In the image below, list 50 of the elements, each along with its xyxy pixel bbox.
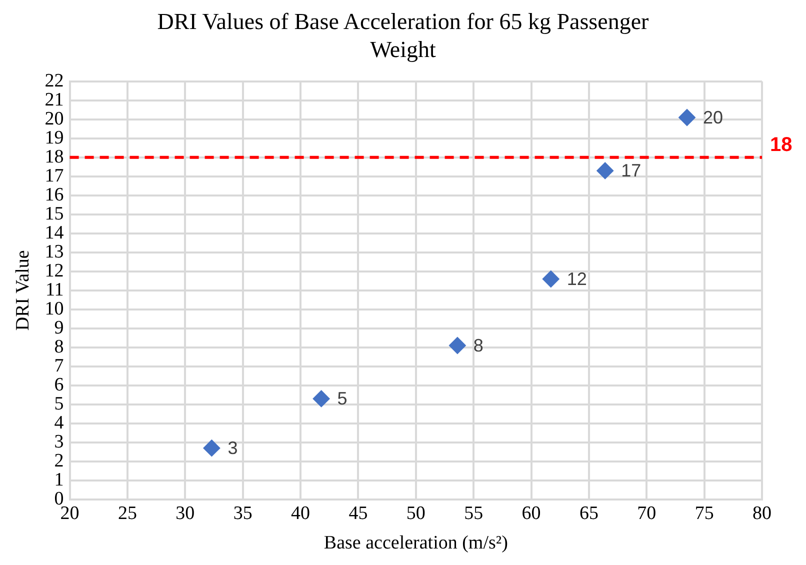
y-tick-label: 3 xyxy=(54,431,64,452)
y-tick-label: 6 xyxy=(54,374,64,396)
y-tick-label: 16 xyxy=(44,184,64,206)
x-tick-label: 65 xyxy=(579,502,598,524)
data-label: 20 xyxy=(703,107,724,128)
y-tick-label: 11 xyxy=(46,279,64,300)
x-tick-label: 70 xyxy=(637,502,656,524)
x-tick-label: 60 xyxy=(522,502,541,524)
y-tick-label: 18 xyxy=(44,146,64,168)
y-tick-label: 22 xyxy=(44,70,64,92)
x-tick-label: 55 xyxy=(464,502,484,524)
y-tick-label: 19 xyxy=(44,127,64,148)
point xyxy=(203,440,220,457)
y-tick-label: 14 xyxy=(44,222,64,244)
y-tick-label: 8 xyxy=(54,336,64,358)
y-tick-label: 5 xyxy=(54,393,64,414)
x-tick-label: 80 xyxy=(752,502,772,524)
y-tick-label: 12 xyxy=(44,260,64,282)
y-tick-label: 13 xyxy=(44,241,64,262)
data-label: 12 xyxy=(566,268,587,289)
y-tick-label: 4 xyxy=(54,412,64,434)
y-tick-label: 17 xyxy=(44,165,64,186)
point xyxy=(542,270,560,288)
point xyxy=(596,162,614,180)
point xyxy=(678,109,696,126)
point xyxy=(448,337,466,354)
x-tick-label: 40 xyxy=(291,502,310,524)
y-tick-label: 10 xyxy=(44,298,64,320)
x-tick-label: 30 xyxy=(176,502,195,524)
data-label: 3 xyxy=(228,438,238,458)
x-tick-label: 45 xyxy=(348,502,368,524)
point xyxy=(312,390,330,408)
y-tick-label: 2 xyxy=(54,450,64,472)
x-tick-label: 25 xyxy=(118,502,137,524)
x-tick-label: 35 xyxy=(233,502,252,524)
chart-title: DRI Values of Base Acceleration for 65 kg Passenger Weight xyxy=(156,8,650,64)
y-tick-label: 1 xyxy=(54,469,64,490)
ref-line-label: 18 xyxy=(770,134,792,156)
data-label: 5 xyxy=(337,388,348,409)
y-tick-label: 9 xyxy=(54,317,64,338)
y-axis-title: DRI Value xyxy=(12,250,34,331)
x-tick-label: 50 xyxy=(406,502,426,524)
y-tick-label: 20 xyxy=(44,108,64,130)
y-tick-label: 21 xyxy=(44,89,64,110)
x-axis-title: Base acceleration (m/s²) xyxy=(324,532,508,554)
y-tick-label: 7 xyxy=(54,355,64,376)
data-label: 8 xyxy=(473,335,484,356)
x-tick-label: 75 xyxy=(694,502,714,524)
data-label: 17 xyxy=(621,160,642,181)
y-tick-label: 15 xyxy=(44,203,64,224)
